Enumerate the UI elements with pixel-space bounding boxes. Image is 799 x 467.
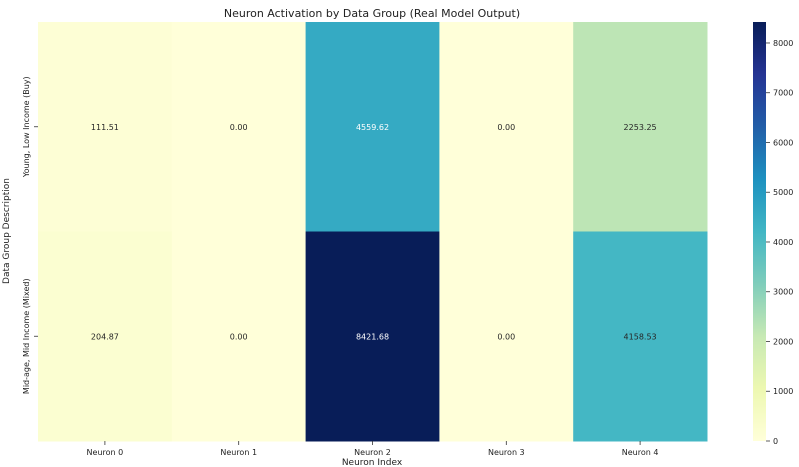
colorbar-ticks: 0 1000 2000 3000 4000 5000 6000 7000 8000	[766, 39, 793, 446]
x-axis-ticks: Neuron 0 Neuron 1 Neuron 2 Neuron 3 Neuron 4	[87, 441, 659, 457]
x-tick-label: Neuron 1	[220, 448, 257, 457]
heatmap-cells: 111.51 0.00 4559.62 0.00 2253.25 204.87 0.00 84…	[38, 22, 708, 442]
x-tick-label: Neuron 4	[622, 448, 659, 457]
colorbar-tick-label: 5000	[773, 188, 793, 197]
cell-value-label: 4559.62	[356, 123, 389, 132]
heatmap-cell	[573, 22, 708, 232]
y-axis-ticks: Young, Low Income (Buy) Mid-age, Mid Inco…	[22, 76, 38, 394]
cell-value-label: 0.00	[230, 332, 248, 341]
heatmap-cell	[305, 22, 440, 232]
y-tick-label: Young, Low Income (Buy)	[22, 76, 31, 178]
x-tick-label: Neuron 3	[488, 448, 525, 457]
colorbar	[753, 22, 766, 441]
colorbar-tick-label: 6000	[773, 138, 793, 147]
colorbar-tick-label: 8000	[773, 39, 793, 48]
cell-value-label: 0.00	[230, 123, 248, 132]
cell-value-label: 204.87	[91, 332, 119, 341]
colorbar-tick-label: 4000	[773, 238, 793, 247]
heatmap-cell	[38, 22, 173, 232]
colorbar-tick-label: 3000	[773, 288, 793, 297]
cell-value-label: 111.51	[91, 123, 119, 132]
heatmap-cell	[439, 231, 574, 442]
y-axis-label: Data Group Description	[2, 178, 12, 284]
cell-value-label: 0.00	[497, 123, 515, 132]
colorbar-tick-label: 0	[773, 437, 778, 446]
cell-value-label: 8421.68	[356, 332, 389, 341]
heatmap-cell	[439, 22, 574, 232]
colorbar-tick-label: 1000	[773, 387, 793, 396]
heatmap-cell	[171, 22, 307, 232]
colorbar-tick-label: 7000	[773, 89, 793, 98]
cell-value-label: 2253.25	[624, 123, 657, 132]
colorbar-tick-label: 2000	[773, 337, 793, 346]
heatmap-cell	[305, 231, 440, 442]
x-tick-label: Neuron 0	[87, 448, 124, 457]
x-axis-label: Neuron Index	[342, 458, 403, 467]
x-tick-label: Neuron 2	[354, 448, 391, 457]
cell-value-label: 4158.53	[624, 332, 657, 341]
y-tick-label: Mid-age, Mid Income (Mixed)	[22, 278, 31, 394]
heatmap-cell	[573, 231, 708, 442]
heatmap-cell	[38, 231, 173, 442]
cell-value-label: 0.00	[497, 332, 515, 341]
heatmap-cell	[171, 231, 307, 442]
chart-title: Neuron Activation by Data Group (Real Mo…	[224, 7, 520, 20]
